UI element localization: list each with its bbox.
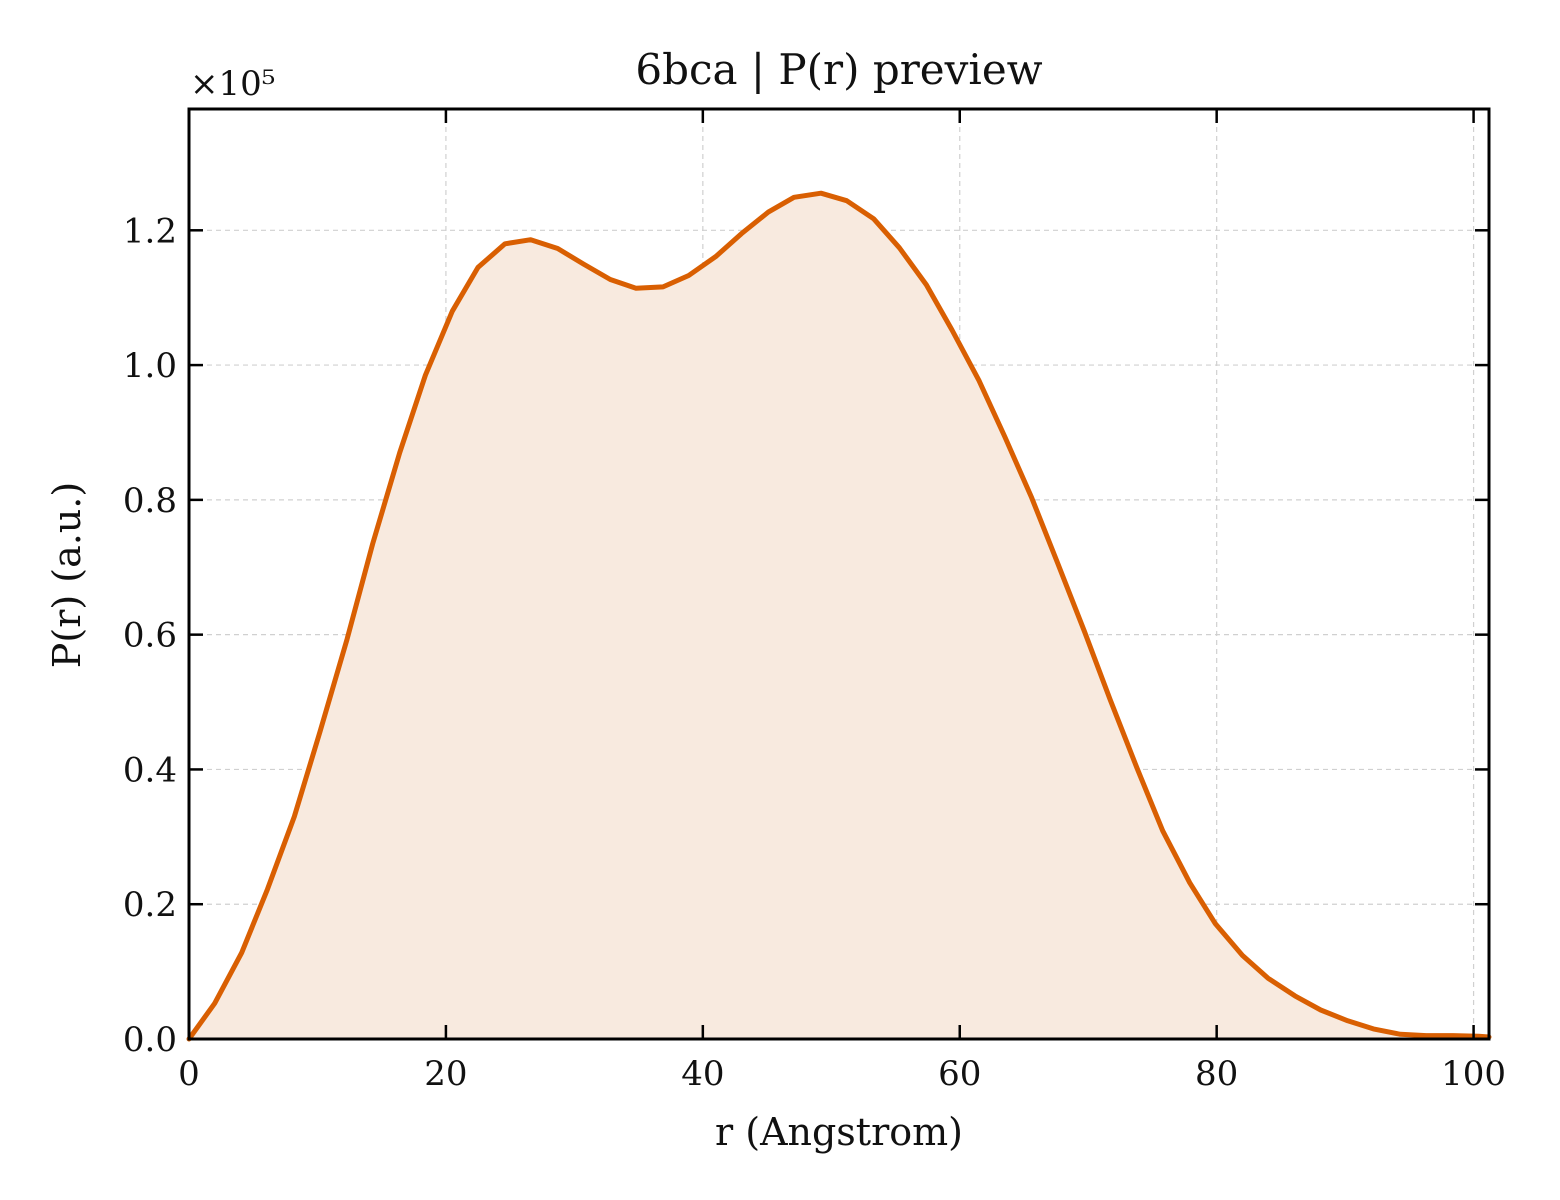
x-tick-label: 80: [1195, 1054, 1238, 1094]
chart-title: 6bca | P(r) preview: [635, 45, 1042, 94]
y-tick-label: 0.8: [123, 481, 177, 521]
y-multiplier-label: ×10⁵: [190, 64, 275, 104]
y-tick-label: 1.2: [123, 211, 177, 251]
y-tick-label: 1.0: [123, 346, 177, 386]
x-tick-label: 0: [178, 1054, 200, 1094]
y-tick-label: 0.2: [123, 885, 177, 925]
x-axis-label: r (Angstrom): [715, 1110, 963, 1154]
series-line: [186, 190, 1492, 1042]
x-tick-label: 20: [424, 1054, 467, 1094]
ticks: 0 20 40 60 80 100 0.0 0.2 0.4 0.6 0.8 1.0 1.2: [123, 109, 1506, 1094]
y-axis-label: P(r) (a.u.): [45, 482, 89, 668]
plot-frame: [187, 107, 1491, 1041]
data-layer: [186, 190, 1492, 1042]
series-area-fill: [189, 193, 1489, 1039]
x-tick-label: 40: [681, 1054, 724, 1094]
x-tick-label: 60: [938, 1054, 981, 1094]
y-tick-label: 0.0: [123, 1020, 177, 1060]
y-tick-label: 0.6: [123, 616, 177, 656]
x-tick-label: 100: [1441, 1054, 1506, 1094]
y-tick-label: 0.4: [123, 750, 177, 790]
